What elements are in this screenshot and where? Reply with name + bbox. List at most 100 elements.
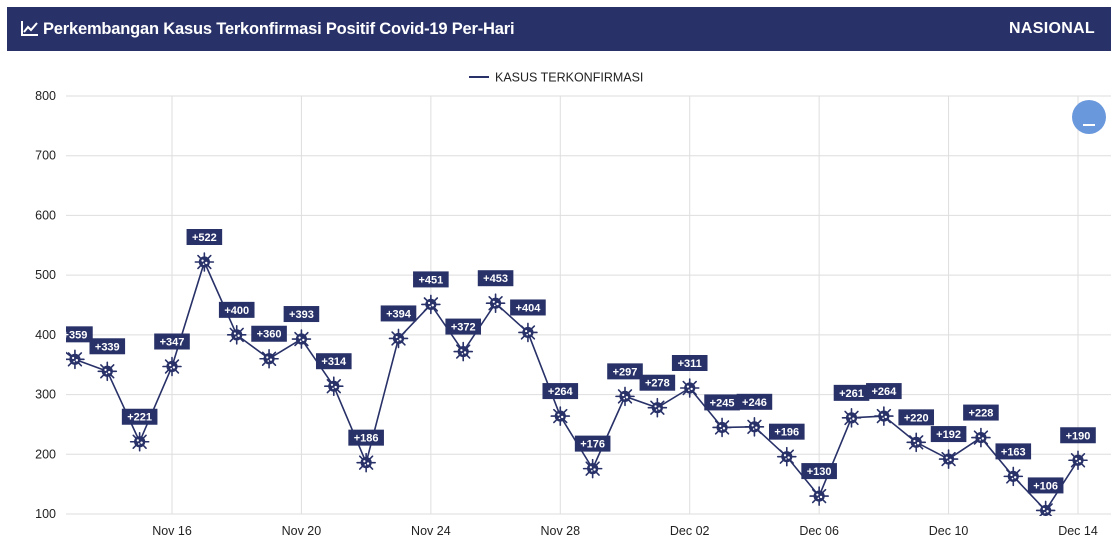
data-label: +106	[1033, 480, 1058, 492]
data-label-box	[66, 326, 93, 343]
data-label-box	[218, 301, 255, 318]
data-point-virus-icon	[874, 406, 894, 426]
y-tick-label: 300	[35, 388, 56, 402]
data-label: +192	[936, 429, 961, 441]
data-point-virus-icon	[679, 378, 700, 398]
data-label: +9	[36, 305, 49, 317]
data-label-box	[186, 229, 223, 246]
line-chart-icon	[21, 21, 38, 36]
data-label-box	[801, 463, 837, 480]
data-label-box	[768, 423, 805, 440]
data-point-virus-icon	[938, 449, 959, 469]
data-label: +278	[645, 378, 670, 390]
data-point-virus-icon	[841, 408, 862, 428]
data-label: +186	[354, 433, 379, 445]
data-point-virus-icon	[518, 322, 538, 343]
data-label-box	[930, 426, 967, 443]
y-tick-label: 100	[35, 507, 56, 521]
data-label: +451	[418, 274, 443, 286]
data-label: +245	[710, 397, 735, 409]
data-label: +261	[839, 388, 864, 400]
x-tick-label: Nov 20	[282, 524, 322, 538]
data-label-box	[995, 443, 1032, 460]
data-point-virus-icon	[1035, 500, 1056, 516]
data-label-box	[121, 408, 158, 425]
data-label-box	[1060, 427, 1096, 444]
data-point-virus-icon	[1068, 450, 1088, 471]
data-label-box	[704, 394, 740, 411]
chart-header: Perkembangan Kasus Terkonfirmasi Positif…	[7, 7, 1111, 51]
y-tick-label: 500	[35, 268, 56, 282]
data-label: +130	[807, 466, 832, 478]
data-point-virus-icon	[356, 452, 376, 473]
data-point-virus-icon	[712, 417, 732, 438]
data-label: +347	[160, 337, 185, 349]
x-tick-label: Nov 28	[540, 524, 580, 538]
data-label-box	[510, 299, 546, 316]
data-label: +522	[192, 232, 217, 244]
data-label-box	[607, 363, 643, 380]
data-label: +221	[127, 412, 152, 424]
x-tick-label: Nov 16	[152, 524, 192, 538]
data-label: +393	[289, 309, 314, 321]
data-label: +264	[548, 386, 574, 398]
data-point-virus-icon	[744, 417, 765, 437]
y-tick-label: 200	[35, 447, 56, 461]
data-label-box	[380, 305, 417, 322]
data-point-virus-icon	[421, 294, 441, 315]
data-point-virus-icon	[776, 446, 797, 467]
data-label-box	[1027, 477, 1064, 494]
data-label: +311	[678, 358, 702, 370]
data-point-virus-icon	[550, 406, 571, 426]
data-label: +360	[257, 329, 282, 341]
data-point-virus-icon	[485, 293, 506, 314]
y-tick-label: 800	[35, 89, 56, 103]
y-tick-label: 700	[35, 149, 56, 163]
data-point-virus-icon	[388, 328, 409, 349]
data-point-virus-icon	[453, 341, 474, 362]
data-label: +453	[483, 273, 508, 285]
x-tick-label: Dec 06	[799, 524, 839, 538]
data-label: +339	[95, 341, 120, 353]
data-label: +359	[63, 329, 88, 341]
data-label: +176	[580, 439, 605, 451]
data-label-box	[154, 333, 190, 350]
data-label-box	[671, 355, 708, 372]
data-label-box	[963, 404, 999, 421]
legend-label: KASUS TERKONFIRMASI	[495, 71, 643, 85]
data-label-box	[413, 271, 449, 288]
data-point-virus-icon	[129, 431, 150, 452]
scope-label: NASIONAL	[1009, 20, 1095, 37]
data-label: +190	[1066, 430, 1091, 442]
zoom-out-button[interactable]	[1072, 100, 1106, 134]
data-point-virus-icon	[647, 397, 668, 418]
data-label-box	[315, 353, 352, 370]
data-label-box	[445, 318, 482, 335]
data-point-virus-icon	[582, 458, 603, 479]
x-tick-label: Dec 14	[1058, 524, 1098, 538]
data-point-virus-icon	[323, 376, 344, 397]
data-label: +404	[516, 302, 542, 314]
data-label-box	[574, 435, 611, 452]
chart-legend[interactable]: KASUS TERKONFIRMASI	[469, 71, 643, 85]
data-label-box	[898, 409, 935, 426]
data-point-virus-icon	[162, 356, 182, 377]
data-point-virus-icon	[971, 427, 991, 448]
data-point-virus-icon	[1003, 466, 1024, 487]
data-label-box	[477, 270, 514, 287]
data-label: +314	[321, 356, 347, 368]
data-label-box	[542, 383, 579, 400]
data-label: +228	[969, 408, 994, 420]
data-point-virus-icon	[615, 386, 635, 407]
data-label: +220	[904, 412, 929, 424]
data-label-box	[89, 338, 126, 355]
data-label-box	[348, 429, 384, 446]
data-label-box	[736, 393, 773, 410]
data-point-virus-icon	[97, 361, 118, 382]
data-point-virus-icon	[66, 349, 85, 370]
data-label: +163	[1001, 446, 1026, 458]
data-label: +196	[774, 427, 799, 439]
chart-title: Perkembangan Kasus Terkonfirmasi Positif…	[43, 20, 515, 38]
x-tick-label: Nov 24	[411, 524, 451, 538]
